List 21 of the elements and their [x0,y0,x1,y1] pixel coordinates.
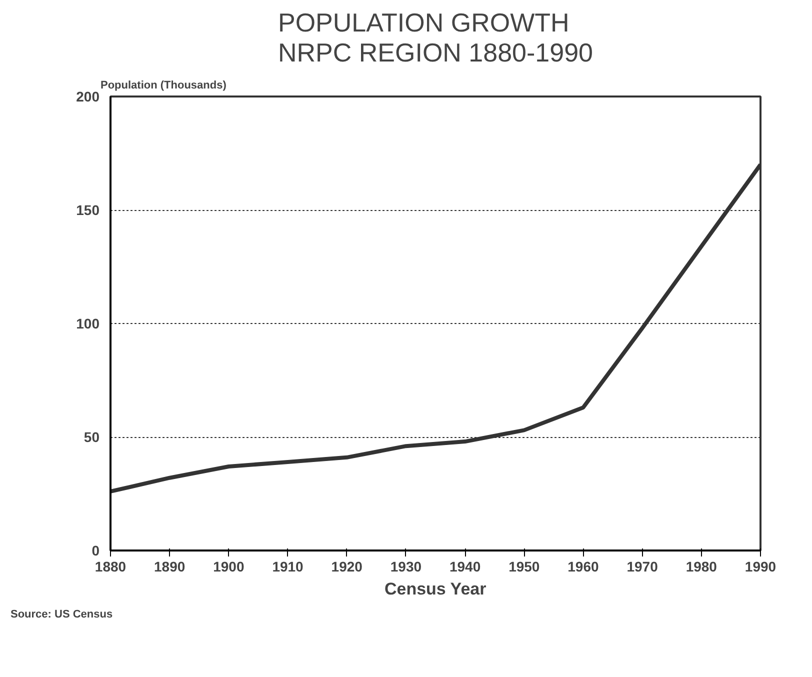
x-axis-title: Census Year [384,580,487,598]
y-tick-label: 150 [76,202,100,218]
y-tick-label: 100 [76,316,100,332]
x-tick-label: 1940 [449,558,481,574]
x-tick-label: 1980 [686,558,718,574]
source-note: Source: US Census [10,608,113,620]
x-tick-label: 1990 [744,558,776,574]
chart-title: POPULATION GROWTH NRPC REGION 1880-1990 [278,8,594,68]
x-tick-label: 1900 [213,558,244,574]
y-tick-label: 200 [76,88,100,104]
x-tick-label: 1910 [272,558,304,574]
x-tick-label: 1880 [94,558,126,574]
x-tick-label: 1960 [568,558,600,574]
x-tick-label: 1890 [154,558,186,574]
x-tick-label: 1970 [626,558,658,574]
y-tick-label: 50 [84,429,100,445]
x-tick-label: 1950 [508,558,540,574]
x-tick-label: 1920 [331,558,363,574]
x-tick-label: 1930 [390,558,422,574]
y-axis-title: Population (Thousands) [100,80,227,92]
y-tick-label: 0 [92,542,100,558]
